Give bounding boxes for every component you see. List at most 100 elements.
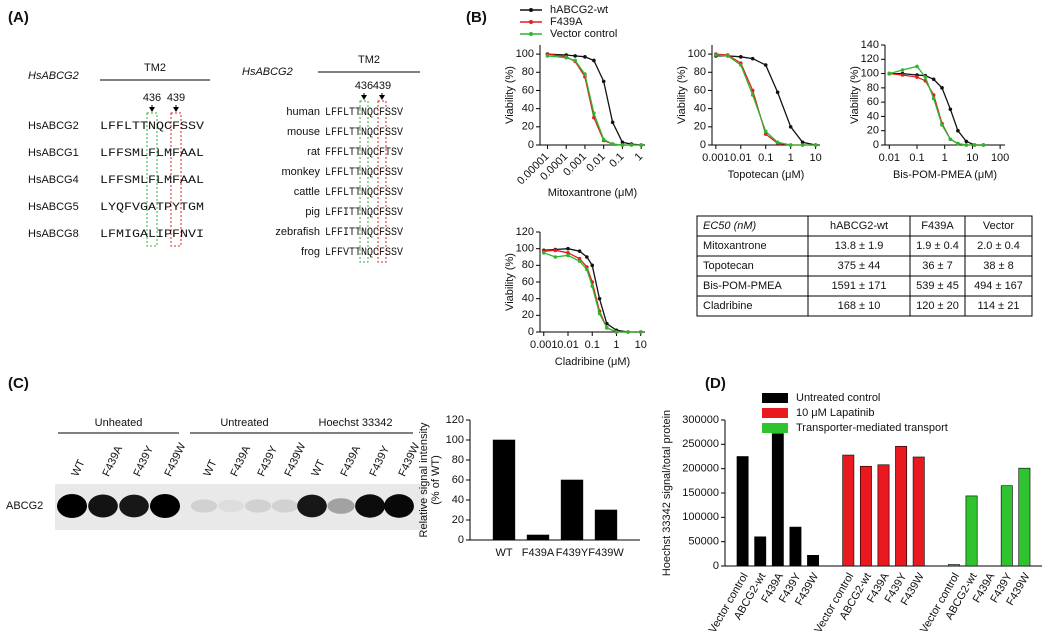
y-tick-label: 60 [522,276,534,288]
data-point [620,143,625,147]
y-tick-label: 20 [694,121,706,133]
bar [754,536,767,567]
data-point [738,55,743,59]
bar [807,554,819,567]
data-point [923,75,928,79]
data-point [964,143,969,147]
lane-label: F439W [162,441,188,479]
data-point [900,68,905,72]
bar [912,456,925,567]
y-tick-label: 40 [522,293,534,305]
legend-label: 10 μM Lapatinib [796,407,875,419]
region-label: TM2 [144,62,166,74]
legend-label: Vector control [550,28,617,40]
position-label: 436 [355,80,373,92]
data-point [626,330,630,334]
data-point [566,246,570,251]
x-tick-label: F439Y [556,547,589,559]
bar [965,495,978,567]
y-tick-label: 0 [458,534,464,546]
legend-swatch [762,393,788,403]
data-point [577,259,582,263]
table-cell: 2.0 ± 0.4 [977,240,1020,252]
y-tick-label: 100 [861,67,879,79]
data-point [725,54,730,58]
table-cell: 1.9 ± 0.4 [916,240,959,252]
data-point [940,123,944,127]
blot-band [217,499,245,513]
data-point [541,251,546,255]
data-point [714,53,718,57]
y-axis-label: Hoechst 33342 signal/total protein [661,410,673,576]
lane-label: F439A [100,443,125,478]
blot-band [384,494,414,518]
table-cell: 1591 ± 171 [832,280,887,292]
y-tick-label: 120 [516,226,534,238]
blot-group: Unheated [95,417,143,429]
y-tick-label: 120 [446,414,464,426]
table-cell: 168 ± 10 [838,300,881,312]
sequence: LFFSMLFLMFAAL [100,148,204,160]
position-label: 439 [373,80,391,92]
data-point [800,143,805,147]
blot-band [327,498,355,514]
data-point [956,128,960,133]
lane-label: F439Y [367,443,392,478]
data-point [610,120,615,125]
sequence-name: HsABCG8 [28,228,79,240]
data-point [610,142,615,146]
arrow-head [361,95,367,100]
data-point [583,72,587,76]
x-tick-label: WT [495,547,512,559]
data-point [573,54,577,58]
data-point [931,77,936,82]
x-tick-label: 10 [635,339,647,351]
data-point [900,73,905,77]
table-header: Vector [983,220,1015,232]
bar [526,534,550,541]
lane-label: WT [201,458,219,479]
data-point [763,132,768,136]
data-point [639,143,643,147]
y-tick-label: 40 [867,110,879,122]
bar [492,439,516,541]
sequence-name: zebrafish [275,226,320,238]
sequence: FFFLTTNQCFTSV [325,147,403,159]
blot-band [271,499,299,513]
blot-band [297,494,327,518]
lane-label: WT [309,458,327,479]
data-point [629,143,634,147]
sequence: LFFITTNQCFSSV [325,227,403,239]
y-tick-label: 20 [452,514,464,526]
blot-band [119,494,149,518]
table-cell: Mitoxantrone [703,240,767,252]
sequence: LFFLTTNQCFSSV [325,187,403,199]
protein-label: ABCG2 [6,500,43,512]
data-point [788,143,793,147]
x-tick-label: 10 [809,152,821,164]
blot-group: Untreated [220,417,268,429]
data-point [597,311,602,316]
bar [1000,485,1013,567]
sequence: LFFVTTNQCFSSV [325,247,403,259]
x-tick-label: 0.1 [758,152,773,164]
data-point [605,326,609,330]
table-header: hABCG2-wt [830,220,888,232]
data-point [601,137,606,142]
data-point [738,63,743,67]
blot-group: Hoechst 33342 [319,417,393,429]
y-tick-label: 140 [861,39,879,51]
data-point [763,63,768,67]
panel-label: (B) [466,9,487,26]
data-point [763,129,768,134]
y-tick-label: 0 [713,560,719,572]
table-cell: Bis-POM-PMEA [703,280,783,292]
sequence-name: rat [307,146,320,158]
bar [560,479,584,541]
data-point [585,267,589,272]
legend-swatch [762,423,788,433]
legend-swatch [529,8,533,12]
sequence-name: frog [301,246,320,258]
y-axis-label: Viability (%) [676,66,688,124]
sequence: LFFITTNQCFSSV [325,207,403,219]
